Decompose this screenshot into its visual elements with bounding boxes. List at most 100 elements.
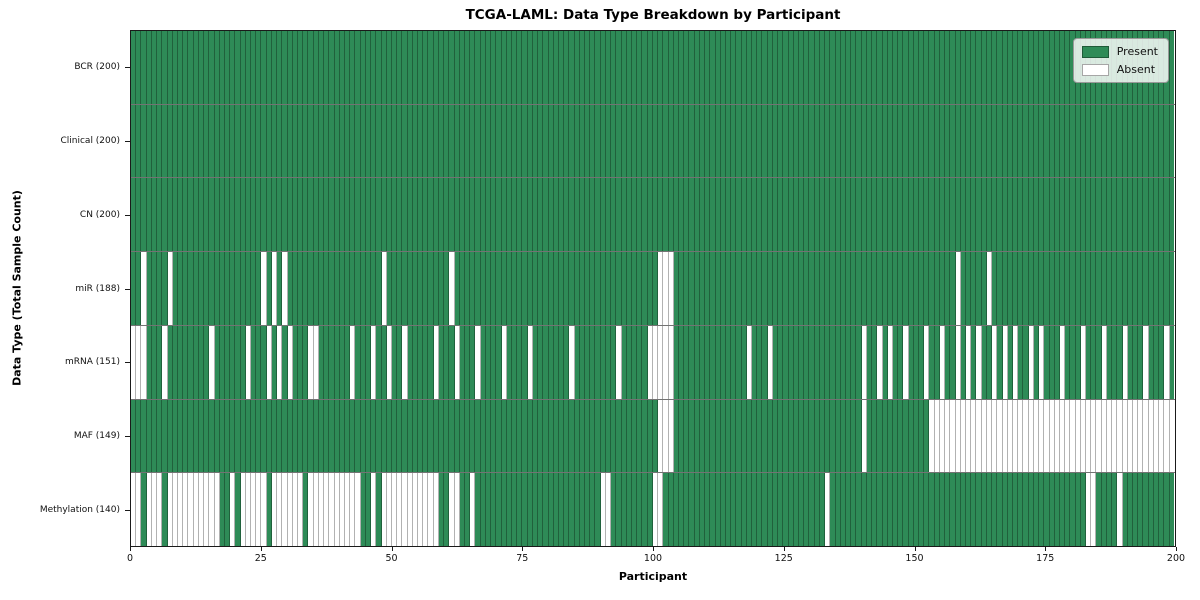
heatmap-cell-present (1112, 473, 1118, 547)
heatmap-cell-present (1039, 178, 1045, 252)
heatmap-cell-present (1138, 178, 1144, 252)
y-tick-mark (125, 510, 130, 512)
heatmap-cell-present (1002, 473, 1008, 547)
heatmap-cell-present (903, 31, 909, 104)
x-axis: 0 25 50 75 100 125 150 175 200 (127, 547, 1185, 573)
heatmap-cell-present (819, 31, 826, 104)
heatmap-cell-present (198, 399, 205, 473)
heatmap-cell-present (407, 325, 413, 399)
heatmap-cell-present (193, 178, 199, 252)
heatmap-cell-present (590, 31, 596, 104)
x-tick-label: 175 (1036, 553, 1055, 564)
heatmap-cell-absent (1096, 399, 1102, 473)
heatmap-cell-present (1054, 252, 1060, 325)
heatmap-cell-absent (1018, 399, 1024, 473)
heatmap-cell-present (501, 31, 507, 104)
heatmap-cell-present (1122, 473, 1128, 547)
heatmap-cell-present (334, 178, 340, 252)
heatmap-cell-present (449, 31, 455, 104)
heatmap-cell-absent (527, 325, 533, 399)
heatmap-cell-present (804, 178, 810, 252)
heatmap-cell-present (652, 31, 659, 104)
heatmap-cell-absent (1117, 473, 1123, 547)
heatmap-cell-present (470, 31, 476, 104)
heatmap-cell-present (344, 399, 351, 473)
heatmap-cell-present (731, 252, 737, 325)
heatmap-cell-present (966, 178, 972, 252)
heatmap-cell-present (245, 252, 252, 325)
heatmap-cell-present (475, 104, 481, 178)
heatmap-cell-present (391, 178, 398, 252)
heatmap-cell-present (1153, 178, 1160, 252)
heatmap-cell-present (1122, 178, 1128, 252)
heatmap-cell-present (1143, 473, 1149, 547)
heatmap-cell-present (522, 252, 528, 325)
heatmap-cell-present (444, 104, 450, 178)
heatmap-cell-present (705, 178, 711, 252)
heatmap-cell-present (365, 399, 372, 473)
heatmap-cell-present (543, 473, 549, 547)
heatmap-cell-present (230, 178, 236, 252)
heatmap-cell-present (334, 252, 340, 325)
heatmap-cell-present (1122, 104, 1128, 178)
heatmap-cell-present (699, 325, 706, 399)
heatmap-cell-present (611, 399, 617, 473)
heatmap-cell-absent (449, 473, 455, 547)
heatmap-cell-present (997, 178, 1003, 252)
heatmap-cell-present (532, 104, 539, 178)
heatmap-cell-present (292, 252, 298, 325)
heatmap-cell-present (371, 252, 377, 325)
heatmap-cell-present (866, 31, 873, 104)
heatmap-cell-present (1007, 178, 1013, 252)
x-tick-mark (1045, 547, 1047, 551)
heatmap-cell-present (517, 104, 523, 178)
heatmap-cell-present (929, 104, 935, 178)
heatmap-cell-present (204, 31, 210, 104)
heatmap-cell-present (908, 325, 914, 399)
heatmap-cell-present (632, 473, 638, 547)
plot-area: Present Absent (130, 30, 1176, 547)
y-tick-mark (125, 436, 130, 438)
heatmap-cell-present (522, 178, 528, 252)
heatmap-cell-present (538, 31, 544, 104)
heatmap-cell-present (992, 252, 998, 325)
heatmap-cell-present (1028, 252, 1034, 325)
heatmap-cell-present (752, 104, 758, 178)
heatmap-cell-present (339, 325, 345, 399)
heatmap-cell-absent (668, 252, 674, 325)
heatmap-cell-present (454, 31, 460, 104)
heatmap-row-maf (131, 399, 1175, 474)
heatmap-cell-present (167, 399, 173, 473)
heatmap-cell-absent (1091, 399, 1097, 473)
heatmap-cell-present (997, 473, 1003, 547)
heatmap-cell-present (710, 473, 716, 547)
heatmap-cell-present (725, 399, 732, 473)
heatmap-cell-present (412, 31, 419, 104)
heatmap-cell-present (433, 31, 439, 104)
heatmap-cell-present (543, 399, 549, 473)
y-tick-label: CN (200) (79, 209, 120, 220)
y-axis: BCR (200) Clinical (200) CN (200) miR (188)… (0, 30, 130, 547)
heatmap-cell-present (261, 325, 267, 399)
heatmap-cell-present (1148, 325, 1154, 399)
heatmap-cell-absent (271, 473, 278, 547)
heatmap-cell-present (835, 252, 841, 325)
heatmap-cell-present (819, 473, 826, 547)
heatmap-cell-present (491, 31, 497, 104)
heatmap-cell-absent (245, 325, 252, 399)
heatmap-cell-present (1138, 473, 1144, 547)
heatmap-cell-present (595, 104, 601, 178)
heatmap-cell-present (736, 104, 742, 178)
heatmap-cell-present (882, 473, 888, 547)
heatmap-cell-absent (1012, 399, 1019, 473)
heatmap-cell-present (1148, 104, 1154, 178)
heatmap-cell-present (475, 178, 481, 252)
heatmap-cell-absent (1143, 325, 1149, 399)
heatmap-cell-present (397, 252, 403, 325)
heatmap-cell-absent (277, 325, 283, 399)
heatmap-cell-present (1059, 104, 1066, 178)
heatmap-cell-present (266, 104, 272, 178)
heatmap-cell-present (454, 399, 460, 473)
heatmap-cell-absent (355, 473, 361, 547)
heatmap-cell-present (851, 31, 857, 104)
